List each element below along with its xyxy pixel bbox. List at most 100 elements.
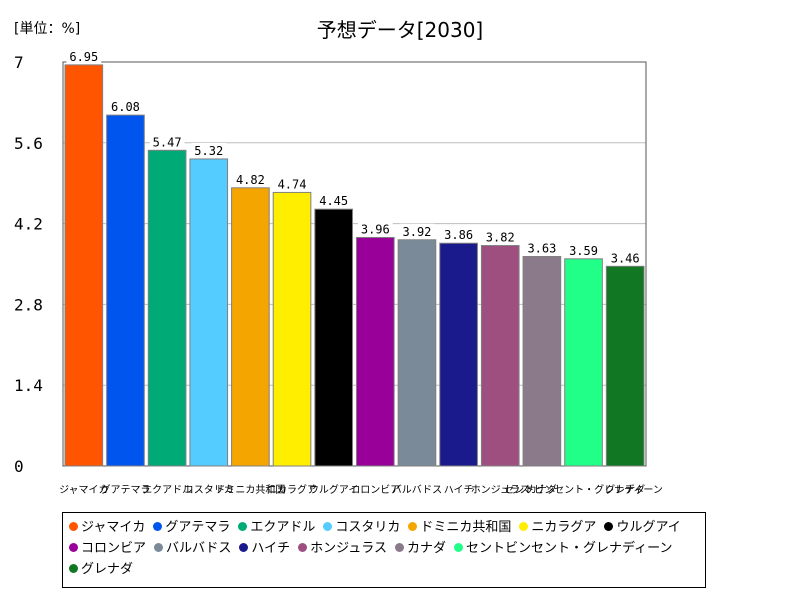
y-tick-label: 7	[14, 53, 24, 72]
legend-swatch	[519, 522, 529, 531]
value-label: 3.59	[569, 244, 598, 258]
legend-item: ジャマイカ	[69, 517, 145, 538]
bar	[522, 255, 562, 467]
value-label: 3.82	[486, 231, 515, 245]
legend-label: ドミニカ共和国	[420, 520, 512, 535]
legend-swatch	[408, 522, 418, 531]
legend-swatch	[239, 543, 249, 552]
value-label-bg	[607, 250, 643, 266]
x-tick-label: ハイチ	[444, 484, 474, 496]
value-label-bg	[566, 242, 601, 258]
legend-label: コロンビア	[81, 541, 147, 556]
legend-item: セントビンセント・グレナディーン	[454, 538, 672, 559]
x-tick-label: コロンビア	[350, 484, 400, 496]
value-label-bg	[66, 48, 102, 64]
value-label-bg	[274, 176, 310, 192]
value-label: 5.32	[194, 144, 223, 158]
legend-item: グアテマラ	[153, 517, 230, 538]
value-label: 4.45	[319, 194, 348, 208]
x-tick-label: グアテマラ	[100, 483, 150, 496]
bar	[106, 114, 145, 467]
value-label: 3.46	[611, 251, 640, 265]
legend-item: エクアドル	[238, 517, 315, 538]
legend-swatch	[604, 522, 614, 531]
legend-item: ホンジュラス	[298, 538, 387, 559]
bar	[439, 242, 478, 467]
legend-label: ニカラグア	[531, 520, 597, 535]
plot-frame	[62, 61, 647, 467]
value-label-bg	[191, 142, 227, 158]
x-tick-label: ホンジュラス	[471, 484, 530, 496]
y-tick-label: 4.2	[14, 215, 43, 234]
legend-swatch	[153, 522, 163, 531]
value-label: 6.95	[69, 50, 98, 64]
value-label: 4.82	[236, 173, 265, 187]
value-label: 3.86	[444, 228, 473, 242]
legend-item: ドミニカ共和国	[408, 517, 511, 538]
value-label-bg	[357, 221, 393, 237]
value-label: 3.63	[527, 241, 556, 255]
unit-label: [単位：%]	[14, 21, 81, 37]
value-label: 3.92	[403, 225, 432, 239]
value-label: 4.74	[278, 177, 307, 191]
legend-label: ジャマイカ	[81, 520, 146, 535]
chart-title: 予想データ[2030]	[316, 18, 484, 42]
x-tick-label: ニカラグア	[267, 483, 317, 496]
legend-item: ウルグアイ	[604, 517, 681, 538]
legend-item: ニカラグア	[519, 517, 596, 538]
x-tick-label: セントビンセント・グレナディーン	[504, 483, 663, 496]
bar	[397, 239, 437, 467]
y-tick-label: 2.8	[14, 295, 43, 314]
x-tick-label: エクアドル	[142, 484, 192, 496]
bar	[272, 191, 312, 467]
legend-swatch	[69, 564, 78, 573]
y-tick-label: 0	[14, 457, 24, 476]
y-tick-label: 1.4	[14, 376, 43, 395]
legend-label: エクアドル	[250, 520, 316, 535]
legend-label: カナダ	[407, 541, 447, 556]
legend-item: バルバドス	[154, 538, 231, 559]
value-label-bg	[399, 223, 435, 239]
legend-item: カナダ	[395, 538, 446, 559]
legend-swatch	[454, 543, 464, 552]
bar-chart: 0 1.4 2.8 4.2 5.6 7 6.95 ジャマイカ 6.08 グアテマラ 5.47 エクアド…	[14, 48, 663, 496]
legend-label: コスタリカ	[335, 520, 401, 535]
value-label-bg	[108, 99, 143, 115]
legend-swatch	[323, 522, 333, 531]
value-label-bg	[149, 134, 185, 150]
bar	[564, 258, 603, 467]
bar	[605, 265, 645, 467]
bar	[480, 245, 520, 467]
y-tick-label: 5.6	[14, 134, 43, 153]
x-tick-label: ドミニカ共和国	[215, 484, 285, 496]
legend-swatch	[69, 543, 78, 552]
x-tick-label: カナダ	[527, 483, 557, 496]
value-label-bg	[524, 240, 560, 256]
bar	[147, 149, 187, 467]
legend-swatch	[154, 543, 164, 552]
bar	[189, 158, 229, 467]
x-tick-label: コスタリカ	[184, 484, 234, 496]
legend-label: セントビンセント・グレナディーン	[466, 541, 673, 556]
legend-label: グアテマラ	[165, 520, 231, 535]
value-label: 5.47	[153, 135, 182, 149]
x-tick-label: バルバドス	[392, 484, 442, 496]
legend-swatch	[298, 543, 308, 552]
bar	[314, 208, 354, 467]
legend-item: グレナダ	[69, 559, 133, 580]
value-label-bg	[441, 227, 477, 243]
x-tick-label: グレナダ	[605, 483, 645, 496]
legend-swatch	[238, 522, 248, 531]
legend-label: ウルグアイ	[616, 520, 681, 535]
bar	[64, 64, 104, 467]
x-tick-label: ジャマイカ	[59, 484, 109, 496]
value-label-bg	[482, 229, 518, 245]
legend-swatch	[69, 522, 78, 531]
legend-item: コスタリカ	[323, 517, 400, 538]
legend-label: ハイチ	[251, 541, 291, 556]
chart-legend: ジャマイカ グアテマラ エクアドル コスタリカ ドミニカ共和国 ニカラグア ウルグアイコロン…	[62, 512, 706, 588]
bar	[231, 187, 270, 467]
value-label: 6.08	[111, 100, 140, 114]
value-label-bg	[232, 171, 268, 187]
legend-label: グレナダ	[81, 562, 134, 577]
